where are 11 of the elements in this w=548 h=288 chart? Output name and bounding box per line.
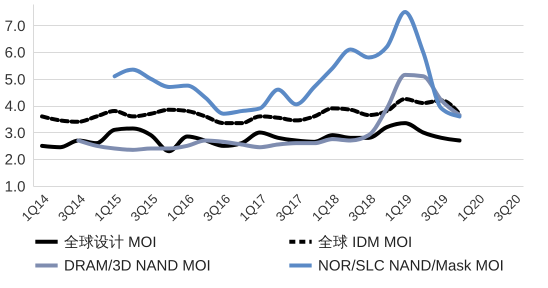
y-tick-label: 4.0	[4, 98, 26, 116]
legend-label: 全球 IDM MOI	[318, 234, 412, 251]
legend-label: 全球设计 MOI	[64, 234, 156, 251]
y-tick-label: 7.0	[4, 18, 26, 35]
y-tick-label: 6.0	[4, 44, 26, 62]
y-tick-label: 1.0	[4, 178, 26, 196]
legend-label: NOR/SLC NAND/Mask MOI	[318, 258, 504, 274]
y-tick-label: 2.0	[4, 152, 26, 169]
y-tick-label: 3.0	[4, 124, 26, 142]
legend-label: DRAM/3D NAND MOI	[64, 258, 211, 274]
y-tick-label: 5.0	[4, 71, 26, 88]
